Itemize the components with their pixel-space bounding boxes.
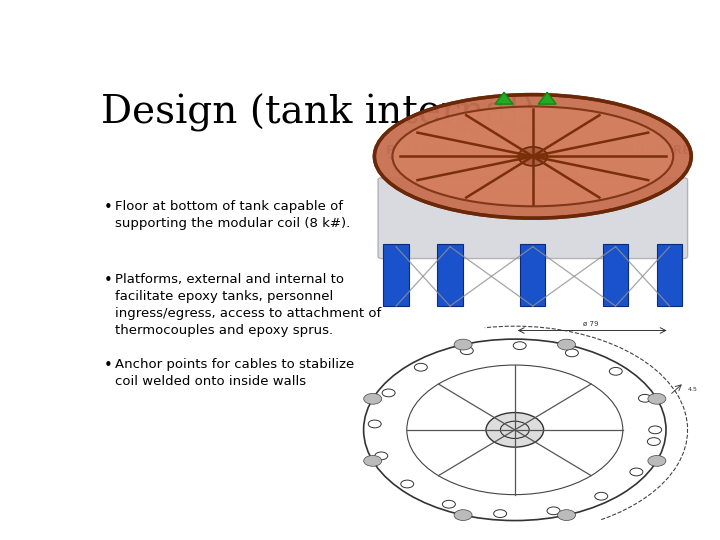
Circle shape: [454, 339, 472, 350]
Circle shape: [454, 510, 472, 521]
Text: •: •: [104, 273, 113, 288]
Bar: [657, 244, 683, 306]
Text: •: •: [104, 358, 113, 373]
Polygon shape: [539, 92, 557, 104]
Text: •: •: [104, 200, 113, 215]
Circle shape: [648, 394, 666, 404]
Circle shape: [557, 339, 575, 350]
Ellipse shape: [392, 106, 673, 206]
Bar: [383, 244, 409, 306]
Text: LOWER DOME: LOWER DOME: [436, 123, 532, 136]
Text: Platforms, external and internal to
facilitate epoxy tanks, personnel
ingress/eg: Platforms, external and internal to faci…: [115, 273, 382, 337]
Bar: [603, 244, 628, 306]
Bar: [520, 244, 545, 306]
FancyBboxPatch shape: [378, 178, 688, 259]
Circle shape: [648, 455, 666, 466]
Circle shape: [518, 147, 547, 166]
Bar: [438, 244, 462, 306]
Text: ø 79: ø 79: [582, 321, 598, 327]
Text: 4.5: 4.5: [688, 387, 698, 392]
Circle shape: [486, 413, 544, 447]
Text: PLATFORM & VESSEL SUPPORT STRUCTURE: PLATFORM & VESSEL SUPPORT STRUCTURE: [386, 144, 690, 157]
Text: Floor at bottom of tank capable of
supporting the modular coil (8 k#).: Floor at bottom of tank capable of suppo…: [115, 200, 351, 230]
Circle shape: [557, 510, 575, 521]
Ellipse shape: [374, 94, 691, 218]
Text: Anchor points for cables to stabilize
coil welded onto inside walls: Anchor points for cables to stabilize co…: [115, 358, 354, 388]
Circle shape: [364, 455, 382, 466]
Polygon shape: [495, 92, 513, 104]
Circle shape: [364, 394, 382, 404]
Text: Design (tank internal): Design (tank internal): [101, 94, 536, 132]
